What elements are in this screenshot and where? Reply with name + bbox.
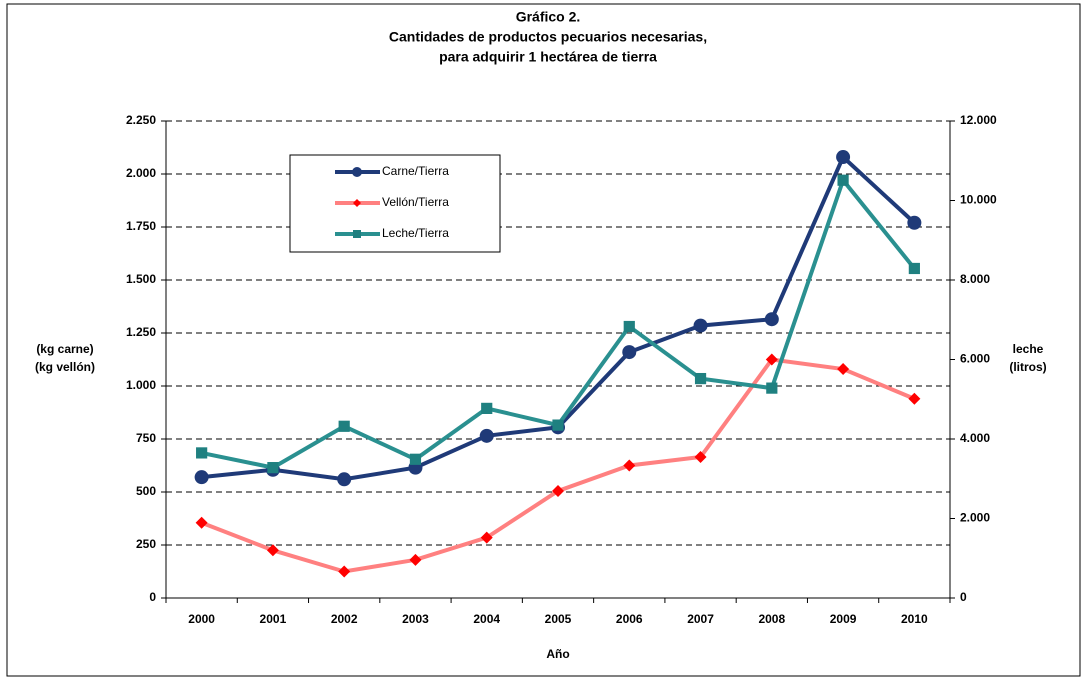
- marker: [337, 472, 352, 487]
- y-tick-label: 1.750: [126, 219, 156, 233]
- y-tick-label: 2.250: [126, 113, 156, 127]
- marker: [338, 420, 350, 432]
- y2-tick-label: 10.000: [960, 193, 997, 207]
- legend-label: Carne/Tierra: [382, 164, 449, 178]
- x-tick-label: 2008: [758, 612, 785, 626]
- x-tick-label: 2000: [188, 612, 215, 626]
- marker: [623, 320, 635, 333]
- chart-title: Gráfico 2.: [516, 9, 581, 25]
- marker: [908, 392, 921, 405]
- x-axis-label: Año: [546, 647, 569, 661]
- marker: [837, 174, 849, 186]
- marker: [694, 451, 707, 464]
- chart-title: Cantidades de productos pecuarios necesa…: [389, 29, 707, 45]
- x-tick-label: 2009: [830, 612, 857, 626]
- y-axis-label: (kg vellón): [35, 360, 95, 374]
- marker: [622, 345, 637, 360]
- y-tick-label: 2.000: [126, 166, 156, 180]
- x-tick-label: 2006: [616, 612, 643, 626]
- y-tick-label: 1.250: [126, 325, 156, 339]
- marker: [196, 447, 208, 459]
- marker: [694, 372, 707, 385]
- marker: [479, 428, 494, 443]
- marker: [409, 453, 422, 465]
- y2-tick-label: 6.000: [960, 352, 990, 366]
- chart-title: para adquirir 1 hectárea de tierra: [439, 49, 657, 65]
- marker: [765, 353, 778, 366]
- x-tick-label: 2005: [545, 612, 572, 626]
- chart-frame: [6, 3, 1081, 677]
- marker: [623, 459, 636, 472]
- y-tick-label: 0: [149, 590, 156, 604]
- legend-box: [289, 154, 501, 253]
- x-tick-label: 2003: [402, 612, 429, 626]
- marker: [195, 516, 208, 529]
- x-tick-label: 2002: [331, 612, 358, 626]
- marker: [552, 419, 564, 431]
- marker: [907, 215, 922, 230]
- y-tick-label: 250: [136, 537, 156, 551]
- marker: [409, 553, 422, 566]
- legend-marker: [352, 167, 362, 177]
- x-tick-label: 2010: [901, 612, 928, 626]
- marker: [194, 470, 209, 485]
- marker: [267, 462, 279, 474]
- x-tick-label: 2007: [687, 612, 714, 626]
- marker: [908, 262, 920, 275]
- y-tick-label: 500: [136, 484, 156, 498]
- y-tick-label: 1.000: [126, 378, 156, 392]
- marker: [338, 565, 351, 578]
- y-axis-label: (kg carne): [36, 342, 93, 356]
- marker: [552, 484, 564, 497]
- y2-tick-label: 4.000: [960, 431, 990, 445]
- legend-marker: [353, 199, 361, 207]
- y2-tick-label: 2.000: [960, 511, 990, 525]
- marker: [693, 318, 708, 333]
- marker: [266, 544, 279, 557]
- x-tick-label: 2001: [260, 612, 287, 626]
- marker: [837, 363, 850, 376]
- marker: [764, 312, 779, 327]
- marker: [480, 531, 493, 544]
- y-tick-label: 1.500: [126, 272, 156, 286]
- legend-marker: [353, 230, 361, 238]
- y2-tick-label: 0: [960, 590, 967, 604]
- legend-label: Leche/Tierra: [382, 226, 449, 240]
- marker: [836, 150, 851, 165]
- marker: [481, 402, 493, 414]
- marker: [766, 382, 778, 394]
- y2-tick-label: 8.000: [960, 272, 990, 286]
- y2-axis-label: (litros): [1009, 360, 1046, 374]
- y-tick-label: 750: [136, 431, 156, 445]
- legend-label: Vellón/Tierra: [382, 195, 449, 209]
- y2-tick-label: 12.000: [960, 113, 997, 127]
- y2-axis-label: leche: [1013, 342, 1044, 356]
- x-tick-label: 2004: [473, 612, 500, 626]
